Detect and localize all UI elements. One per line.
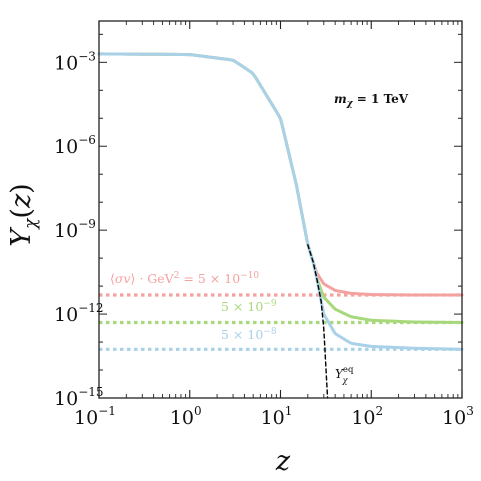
x-tick-label: 101 [261,404,293,429]
x-tick-label: 10−1 [74,404,116,429]
mass-annotation: mχ = 1 TeV [334,92,409,109]
series-line-2 [97,52,464,351]
series-line-0 [97,52,464,297]
ticks-layer: 10−1 100 101 102 103 10−3 10−6 10−9 10−12 10−15 [54,21,474,429]
curves-layer [97,52,464,399]
sigma-annotation-green: 5 × 10−9 [221,299,277,314]
x-tick-label: 103 [442,404,474,429]
equilibrium-annotation: Yeq χ [335,365,354,386]
y-tick-label: 10−15 [54,385,104,410]
sigma-annotation-blue: 5 × 10−8 [221,327,277,342]
plot-frame [98,20,463,399]
y-axis-title: Yχ(z) [6,183,41,246]
y-tick-label: 10−12 [54,301,104,326]
x-axis-title: z [275,446,291,477]
y-tick-label: 10−3 [54,49,96,74]
y-tick-label: 10−6 [54,133,96,158]
series-line-3 [307,244,329,399]
x-tick-label: 100 [170,404,202,429]
x-tick-label: 102 [351,404,383,429]
sigma-annotation-red: ⟨σv⟩ · GeV2 = 5 × 10−10 [110,271,259,286]
y-tick-label: 10−9 [54,217,96,242]
